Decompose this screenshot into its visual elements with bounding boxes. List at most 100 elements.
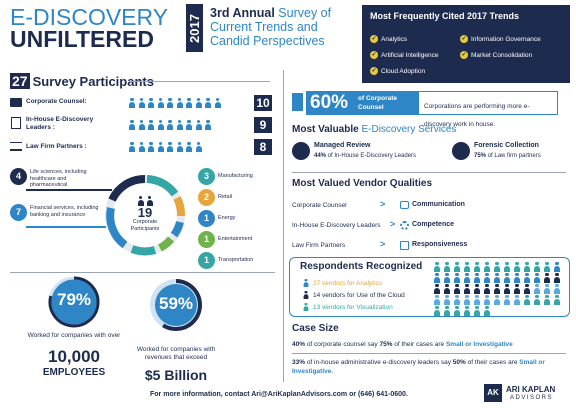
- corporate-donut: [105, 174, 185, 256]
- person-icon: [493, 273, 501, 283]
- segment-entertainment: 1 Entertainment: [198, 231, 278, 249]
- vendor-group: Corporate Counsel: [292, 202, 347, 209]
- service-name: Managed Review: [314, 142, 371, 149]
- donut-arc-transportation: [130, 245, 157, 256]
- person-icon: [463, 306, 471, 316]
- vendor-row-corporate: Corporate Counsel > Communication: [292, 199, 492, 212]
- segment-count: 1: [198, 210, 215, 227]
- donut-arc-entertainment: [157, 236, 175, 252]
- person-icon: [503, 262, 511, 272]
- segment-transportation: 1 Transportation: [198, 252, 278, 270]
- corporate-counsel-banner: 60% of Corporate Counsel Corporations ar…: [292, 91, 566, 128]
- donut-arc-financial: [106, 207, 128, 249]
- scales-icon: [10, 142, 22, 151]
- person-icon: [533, 284, 541, 294]
- participants-title: Survey Participants: [32, 73, 154, 89]
- person-icon: [443, 262, 451, 272]
- year-text: 2017: [187, 14, 202, 43]
- person-icon: [443, 284, 451, 294]
- person-icon: [503, 295, 511, 305]
- title-line-1: E-DISCOVERY: [10, 4, 169, 30]
- donut-center: 19 Corporate Participants: [118, 196, 172, 232]
- center-divider: [283, 70, 284, 382]
- revenue-gauge-arc: [162, 279, 202, 331]
- trend-analytics: ✓ Analytics: [370, 35, 408, 43]
- segment-count: 2: [198, 189, 215, 206]
- survey-subtitle: 3rd Annual Survey of Current Trends and …: [210, 6, 360, 48]
- clock-icon: [400, 241, 409, 250]
- person-icon: [523, 295, 531, 305]
- respondent-cloud: 14 vendors for Use of the Cloud: [302, 290, 405, 300]
- participant-icons: [128, 120, 212, 130]
- revenue-text: Worked for companies with revenues that …: [136, 346, 216, 361]
- participant-count: 8: [254, 139, 272, 155]
- respondents-title: Respondents Recognized: [300, 261, 423, 272]
- segment-label: Entertainment: [218, 236, 253, 242]
- person-icon: [483, 306, 491, 316]
- segment-retail: 2 Retail: [198, 189, 278, 207]
- donut-people-icon: [118, 196, 172, 206]
- vendor-quality: Competence: [412, 221, 455, 228]
- participant-row-corporate: Corporate Counsel: 10: [10, 95, 272, 111]
- case-size-line-2: 33% of in-house administrative e-discove…: [292, 359, 545, 375]
- segment-count: 7: [10, 204, 27, 221]
- service-detail: 75% of Law firm partners: [474, 153, 541, 159]
- person-icon: [513, 284, 521, 294]
- person-icon: [443, 306, 451, 316]
- vendor-group: In-House E-Discovery Leaders: [292, 222, 381, 229]
- person-icon: [503, 284, 511, 294]
- checklist-icon: [292, 142, 310, 160]
- person-icon: [553, 284, 561, 294]
- segment-label: Manufacturing: [218, 173, 253, 179]
- vendor-row-inhouse: In-House E-Discovery Leaders > Competenc…: [292, 219, 492, 232]
- service-forensic-collection: Forensic Collection 75% of Law firm part…: [452, 140, 570, 164]
- segment-label: Financial services, including banking an…: [30, 205, 99, 218]
- trend-market-consolidation: ✓ Market Consolidation: [460, 51, 533, 59]
- segment-count: 1: [198, 231, 215, 248]
- person-icon: [543, 262, 551, 272]
- briefcase-icon: [10, 98, 22, 107]
- participants-rule: [130, 81, 270, 82]
- person-icon: [453, 295, 461, 305]
- segment-count: 1: [198, 252, 215, 269]
- revenue-gauge: [150, 279, 202, 331]
- segment-count: 4: [10, 168, 27, 185]
- services-title: Most Valuable E-Discovery Services: [292, 124, 457, 135]
- donut-center-label: Corporate Participants: [130, 219, 160, 232]
- employees-gauge-arc: [48, 276, 100, 328]
- counsel-label-bottom: Counsel: [358, 104, 384, 111]
- employees-gauge: [48, 276, 100, 328]
- participant-count: 10: [254, 95, 272, 111]
- employees-big: 10,000: [48, 347, 100, 366]
- participant-row-lawfirm: Law Firm Partners : 8: [10, 139, 272, 155]
- person-icon: [483, 262, 491, 272]
- person-icon: [483, 295, 491, 305]
- person-icon: [433, 284, 441, 294]
- logo-sub: ADVISORS: [510, 395, 554, 401]
- person-icon: [533, 262, 541, 272]
- logo-mark: AK: [484, 384, 502, 402]
- person-icon: [433, 295, 441, 305]
- person-icon: [453, 262, 461, 272]
- person-icon: [473, 262, 481, 272]
- person-icon: [513, 262, 521, 272]
- donut-center-number: 19: [137, 205, 153, 220]
- year-badge: 2017: [186, 4, 203, 52]
- left-section-rule: [10, 272, 275, 273]
- case-size-title: Case Size: [292, 323, 339, 334]
- person-icon: [463, 295, 471, 305]
- counsel-text-box: Corporations are performing more e-disco…: [418, 91, 558, 128]
- trends-title: Most Frequently Cited 2017 Trends: [370, 11, 520, 21]
- person-icon: [483, 273, 491, 283]
- counsel-percent: 60%: [310, 92, 349, 113]
- participant-row-inhouse: In-House E-Discovery Leaders : 9: [10, 115, 272, 135]
- service-name: Forensic Collection: [474, 142, 539, 149]
- trend-cloud-adoption: ✓ Cloud Adoption: [370, 67, 426, 75]
- person-icon: [303, 279, 309, 287]
- participant-label: In-House E-Discovery Leaders :: [26, 116, 94, 131]
- person-icon: [443, 295, 451, 305]
- vendor-quality: Responsiveness: [412, 241, 468, 248]
- person-icon: [463, 262, 471, 272]
- counsel-label-top: of Corporate: [358, 95, 397, 102]
- trend-artificial-intelligence: ✓ Artificial Intelligence: [370, 51, 439, 59]
